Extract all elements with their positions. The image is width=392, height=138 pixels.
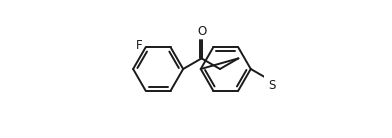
Text: S: S xyxy=(268,79,276,92)
Text: F: F xyxy=(136,39,143,52)
Text: O: O xyxy=(197,25,206,38)
